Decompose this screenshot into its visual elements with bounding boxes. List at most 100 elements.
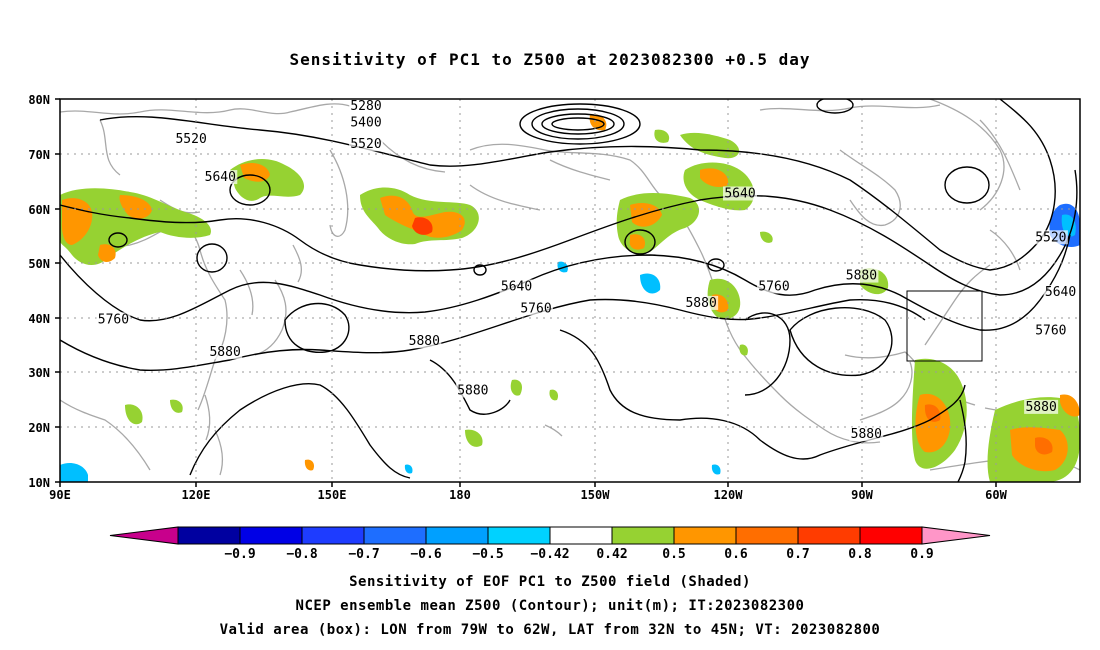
contour-label-bg xyxy=(519,301,553,316)
lat-label: 20N xyxy=(28,421,50,435)
shade-positive xyxy=(98,244,116,262)
contour-label-bg xyxy=(844,268,879,283)
lon-label: 60W xyxy=(985,488,1007,502)
colorbar-segment xyxy=(735,526,799,545)
contour-label: 5640 xyxy=(724,186,755,201)
colorbar-segment xyxy=(859,526,923,545)
contour-label-bg xyxy=(849,427,884,442)
shade-positive xyxy=(380,195,465,238)
contour-label-bg xyxy=(349,115,383,130)
map-title: Sensitivity of PC1 to Z500 at 2023082300… xyxy=(289,50,811,69)
colorbar-segment xyxy=(549,526,613,545)
contour-label: 5520 xyxy=(175,132,206,147)
colorbar-tick-label: −0.8 xyxy=(286,547,317,562)
contour-label: 5880 xyxy=(409,334,440,349)
contour-label: 5760 xyxy=(758,280,789,295)
colorbar-labels: −0.9 −0.8 −0.7 −0.6 −0.5 −0.42 0.42 0.5 0.6 0.7 0.… xyxy=(224,547,933,562)
colorbar-tick-label: 0.7 xyxy=(786,547,809,562)
colorbar-tick-label: 0.9 xyxy=(910,547,933,562)
contour-label: 5760 xyxy=(1035,323,1066,338)
shade-positive xyxy=(510,379,523,396)
contour-label: 5760 xyxy=(98,312,129,327)
shade-positive xyxy=(240,163,270,182)
colorbar-tick-label: 0.5 xyxy=(662,547,685,562)
shade-negative xyxy=(711,464,721,475)
shade-positive xyxy=(915,393,951,453)
lat-label: 10N xyxy=(28,476,50,490)
contour-label-bg xyxy=(174,131,209,146)
colorbar-segment xyxy=(425,526,489,545)
shade-positive xyxy=(304,459,315,471)
contour-label-bg xyxy=(455,383,490,398)
gridlines xyxy=(60,99,1080,482)
lon-label: 150W xyxy=(581,488,611,502)
shade-positive xyxy=(412,217,433,235)
colorbar-segment xyxy=(363,526,427,545)
contour-label: 5640 xyxy=(1045,285,1076,300)
contour-label-bg xyxy=(407,334,442,349)
shade-positive xyxy=(654,129,670,143)
map-frame xyxy=(59,98,1081,483)
contour-label-bg xyxy=(684,295,719,310)
colorbar-tick-label: −0.7 xyxy=(348,547,379,562)
lon-label: 150E xyxy=(318,488,347,502)
contour-label-bg xyxy=(1033,323,1068,338)
colorbar-tick-label: −0.5 xyxy=(472,547,503,562)
contour-label: 5640 xyxy=(205,170,236,185)
shade-positive xyxy=(700,168,729,188)
contour-label-bg xyxy=(499,279,534,294)
shade-positive xyxy=(465,429,483,447)
shade-positive xyxy=(630,203,662,227)
contour-label-bg xyxy=(208,345,243,360)
shade-positive xyxy=(924,404,941,422)
contour-label: 5520 xyxy=(1035,230,1066,245)
shade-positive xyxy=(170,399,183,413)
colorbar xyxy=(109,526,991,545)
contour-label-bg xyxy=(203,170,238,185)
lon-label: 120E xyxy=(182,488,211,502)
shade-negative xyxy=(60,463,88,482)
footer-line-3: Valid area (box): LON from 79W to 62W, L… xyxy=(219,622,881,638)
contour-label: 5280 xyxy=(350,99,381,114)
lat-label: 40N xyxy=(28,312,50,326)
lon-label: 90E xyxy=(49,488,71,502)
coastlines xyxy=(60,99,1080,476)
contour-label-bg xyxy=(96,312,131,327)
shade-positive xyxy=(119,195,152,219)
contour-label: 5880 xyxy=(851,427,882,442)
contour-label: 5880 xyxy=(457,383,488,398)
colorbar-min-arrow xyxy=(109,526,179,545)
contour-label: 5640 xyxy=(501,280,532,295)
shade-positive xyxy=(760,231,773,243)
contour-label-bg xyxy=(349,137,383,152)
contour-label: 5880 xyxy=(209,345,240,360)
valid-area-box xyxy=(906,290,983,362)
colorbar-max-arrow xyxy=(921,526,991,545)
contour-label-bg xyxy=(349,99,383,113)
colorbar-tick-label: −0.42 xyxy=(530,547,569,562)
shade-positive xyxy=(60,188,211,266)
contour-label-bg xyxy=(1024,399,1059,414)
shade-positive xyxy=(739,344,748,356)
lat-label: 70N xyxy=(28,148,50,162)
contour-label: 5400 xyxy=(350,115,381,130)
colorbar-segment xyxy=(797,526,861,545)
shade-positive xyxy=(629,234,646,250)
lat-label: 60N xyxy=(28,203,50,217)
shade-positive xyxy=(1060,394,1080,417)
contour-label-bg xyxy=(723,186,757,201)
lat-label: 30N xyxy=(28,366,50,380)
latitude-labels: 80N 70N 60N 50N 40N 30N 20N 10N xyxy=(28,93,50,490)
contour-label: 5880 xyxy=(846,269,877,284)
shade-positive xyxy=(1035,437,1053,455)
colorbar-segment xyxy=(301,526,365,545)
contour-label-bg xyxy=(757,279,791,294)
colorbar-tick-label: 0.42 xyxy=(596,547,627,562)
contour-label: 5520 xyxy=(350,137,381,152)
colorbar-tick-label: −0.9 xyxy=(224,547,255,562)
colorbar-segment xyxy=(177,526,241,545)
shade-positive xyxy=(125,404,143,425)
colorbar-segment xyxy=(673,526,737,545)
